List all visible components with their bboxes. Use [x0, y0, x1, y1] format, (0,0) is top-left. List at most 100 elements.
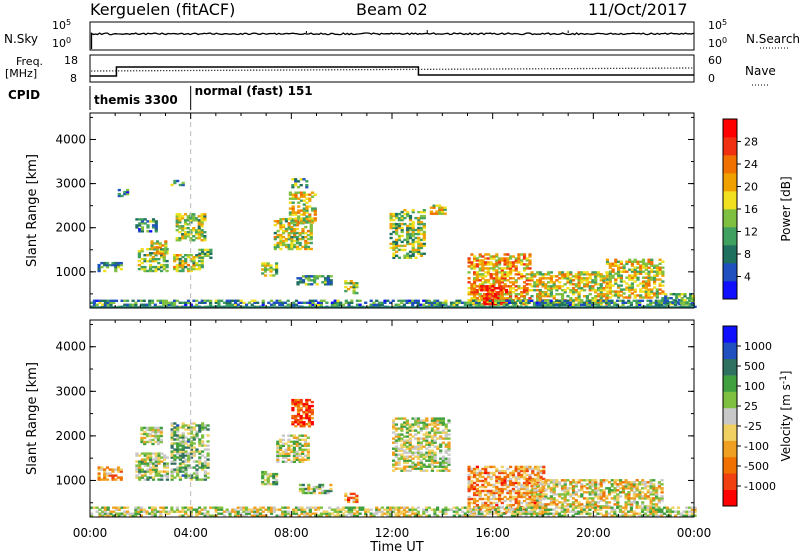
echo-cell	[135, 218, 139, 221]
echo-cell	[657, 481, 661, 484]
echo-cell	[439, 463, 443, 466]
echo-cell	[544, 505, 548, 508]
echo-cell	[319, 512, 323, 515]
echo-cell	[530, 271, 534, 274]
echo-cell	[422, 244, 426, 248]
echo-cell	[495, 485, 499, 489]
echo-cell	[116, 468, 121, 471]
echo-cell	[170, 446, 174, 449]
echo-cell	[571, 291, 576, 294]
echo-cell	[558, 277, 562, 280]
echo-cell	[478, 485, 482, 489]
echo-cell	[117, 506, 121, 509]
echo-cell	[192, 460, 196, 463]
echo-cell	[547, 487, 551, 490]
echo-cell	[290, 243, 294, 247]
echo-cell	[405, 461, 409, 464]
echo-cell	[470, 509, 474, 513]
echo-cell	[628, 290, 632, 293]
echo-cell	[539, 477, 543, 481]
echo-cell	[528, 497, 532, 501]
echo-cell	[297, 217, 301, 220]
echo-cell	[176, 428, 180, 431]
echo-cell	[522, 300, 527, 304]
echo-cell	[530, 503, 534, 506]
echo-cell	[294, 510, 299, 513]
echo-cell	[301, 281, 306, 284]
echo-cell	[400, 445, 404, 448]
echo-cell	[261, 262, 265, 265]
echo-cell	[319, 303, 323, 306]
echo-cell	[436, 506, 440, 509]
echo-cell	[181, 446, 185, 449]
echo-cell	[408, 508, 412, 511]
echo-cell	[203, 252, 207, 255]
echo-cell	[408, 447, 412, 450]
echo-cell	[583, 505, 587, 508]
echo-cell	[184, 512, 188, 515]
echo-cell	[109, 512, 113, 515]
echo-cell	[313, 219, 317, 222]
echo-cell	[625, 262, 629, 265]
echo-cell	[313, 213, 317, 216]
echo-cell	[547, 287, 551, 290]
echo-cell	[599, 299, 603, 302]
echo-cell	[647, 294, 651, 297]
echo-cell	[391, 510, 395, 513]
echo-cell	[599, 481, 603, 484]
echo-cell	[481, 485, 485, 489]
echo-cell	[253, 301, 257, 304]
echo-cell	[422, 236, 426, 240]
echo-cell	[206, 250, 210, 253]
echo-cell	[309, 247, 313, 251]
echo-cell	[139, 508, 143, 511]
echo-cell	[558, 271, 562, 274]
echo-cell	[157, 257, 161, 261]
echo-cell	[585, 487, 589, 490]
echo-cell	[613, 483, 617, 486]
echo-cell	[485, 299, 489, 302]
echo-cell	[151, 265, 155, 269]
echo-cell	[156, 430, 161, 434]
echo-cell	[574, 289, 578, 292]
echo-cell	[142, 299, 146, 302]
echo-cell	[305, 404, 309, 408]
echo-cell	[187, 452, 191, 455]
nave-trace	[91, 67, 695, 72]
echo-cell	[525, 497, 529, 501]
echo-cell	[514, 267, 518, 270]
echo-cell	[146, 464, 150, 467]
echo-cell	[149, 458, 153, 461]
echo-cell	[566, 301, 570, 304]
echo-cell	[408, 445, 412, 448]
echo-cell	[470, 267, 474, 270]
echo-cell	[473, 473, 477, 477]
echo-cell	[333, 299, 337, 302]
echo-cell	[291, 408, 295, 412]
echo-cell	[119, 470, 123, 473]
echo-cell	[628, 296, 632, 299]
echo-cell	[419, 451, 423, 454]
echo-cell	[170, 468, 174, 471]
echo-cell	[299, 416, 303, 420]
echo-cell	[563, 277, 567, 280]
echo-cell	[364, 510, 368, 513]
echo-cell	[143, 222, 147, 225]
echo-cell	[181, 261, 185, 265]
echo-cell	[616, 485, 620, 488]
echo-cell	[646, 299, 650, 302]
echo-cell	[170, 424, 174, 427]
echo-cell	[131, 303, 135, 306]
echo-cell	[422, 439, 426, 442]
echo-cell	[520, 501, 524, 505]
echo-cell	[273, 220, 277, 223]
echo-cell	[307, 279, 311, 282]
echo-cell	[473, 295, 477, 298]
echo-cell	[156, 426, 161, 430]
echo-cell	[139, 303, 143, 306]
echo-cell	[499, 287, 503, 290]
echo-cell	[284, 460, 288, 463]
echo-cell	[538, 503, 542, 506]
echo-cell	[653, 276, 657, 279]
echo-cell	[605, 497, 609, 500]
